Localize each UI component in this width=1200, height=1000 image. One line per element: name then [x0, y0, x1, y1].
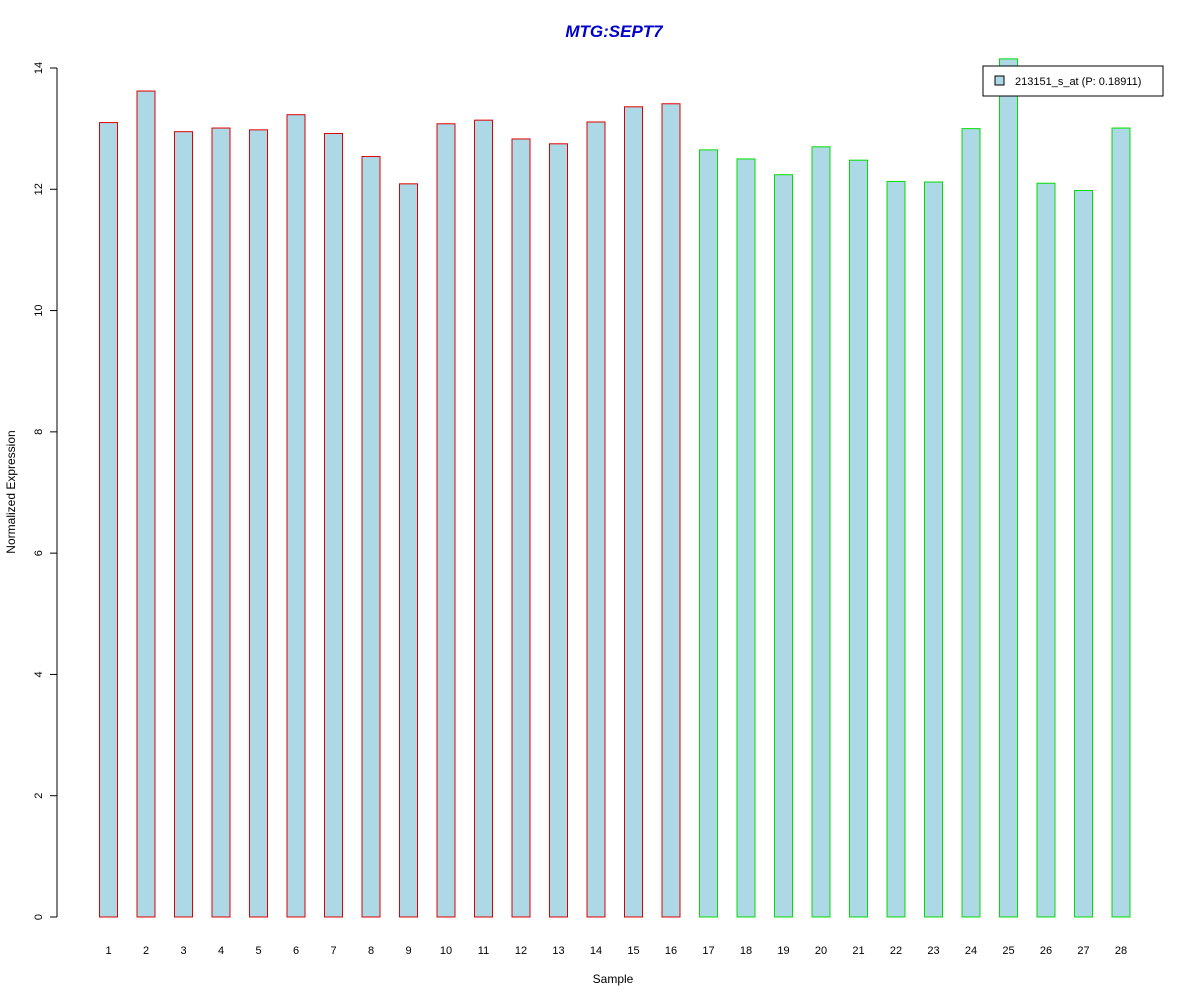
x-tick-label: 5 — [255, 945, 261, 957]
x-tick-label: 10 — [440, 945, 452, 957]
bar-sample-22 — [886, 180, 906, 918]
legend-box — [982, 65, 1164, 97]
bar-sample-25 — [999, 58, 1018, 918]
y-tick-label: 12 — [33, 183, 45, 195]
x-tick-label: 7 — [330, 945, 336, 957]
y-tick-label: 10 — [33, 304, 45, 316]
bar-sample-10 — [436, 123, 456, 918]
bar-sample-24 — [961, 128, 981, 918]
legend-swatch — [994, 75, 1005, 86]
x-axis-label: Sample — [593, 972, 634, 986]
x-tick-label: 25 — [1002, 945, 1014, 957]
x-tick-label: 20 — [815, 945, 827, 957]
bar-sample-11 — [474, 119, 493, 918]
y-axis-label: Normalized Expression — [4, 430, 18, 553]
y-tick-label: 6 — [33, 550, 45, 556]
bar-sample-8 — [361, 156, 381, 918]
bar-sample-1 — [99, 122, 118, 918]
x-tick-label: 11 — [478, 945, 489, 957]
bar-sample-17 — [699, 149, 718, 918]
bar-sample-26 — [1036, 182, 1056, 918]
y-tick-label: 2 — [33, 793, 45, 799]
chart-title: MTG:SEPT7 — [565, 22, 664, 41]
bar-sample-27 — [1074, 189, 1093, 918]
y-tick-label: 14 — [33, 62, 45, 74]
x-tick-label: 27 — [1077, 945, 1089, 957]
x-tick-label: 24 — [965, 945, 977, 957]
legend: 213151_s_at (P: 0.18911) — [982, 65, 1164, 97]
bar-sample-23 — [924, 181, 943, 918]
bar-sample-13 — [549, 143, 568, 918]
x-tick-labels: 1 2 3 4 5 6 7 8 9 10 11 12 13 14 15 16 17 18 19 20 21 22 23 24 2… — [105, 945, 1127, 957]
bar-sample-18 — [736, 158, 756, 918]
x-tick-label: 12 — [515, 945, 527, 957]
x-tick-label: 2 — [143, 945, 149, 957]
bar-sample-15 — [624, 106, 643, 918]
x-tick-label: 22 — [890, 945, 902, 957]
x-tick-label: 14 — [590, 945, 602, 957]
bar-sample-12 — [511, 138, 531, 918]
y-axis: 0 2 4 6 8 10 12 14 — [33, 62, 58, 920]
bar-sample-14 — [586, 121, 606, 918]
bar-sample-19 — [774, 174, 793, 918]
bar-sample-6 — [286, 114, 306, 918]
bar-sample-3 — [174, 131, 193, 918]
y-tick-label: 0 — [33, 914, 45, 920]
bar-sample-16 — [661, 103, 681, 918]
x-tick-label: 1 — [105, 945, 111, 957]
bar-sample-20 — [811, 146, 831, 918]
bar-sample-5 — [249, 129, 268, 918]
bar-sample-7 — [324, 132, 343, 918]
x-tick-label: 28 — [1115, 945, 1127, 957]
bar-sample-9 — [399, 183, 418, 918]
bar-sample-4 — [211, 127, 231, 918]
bar-sample-21 — [849, 159, 868, 918]
legend-label: 213151_s_at (P: 0.18911) — [1015, 76, 1141, 88]
x-tick-label: 8 — [368, 945, 374, 957]
x-tick-label: 3 — [180, 945, 186, 957]
x-tick-label: 16 — [665, 945, 677, 957]
bars — [99, 58, 1131, 918]
x-tick-label: 9 — [405, 945, 411, 957]
x-tick-label: 15 — [627, 945, 639, 957]
x-tick-label: 6 — [293, 945, 299, 957]
y-tick-label: 8 — [33, 429, 45, 435]
x-tick-label: 13 — [552, 945, 564, 957]
x-tick-label: 23 — [927, 945, 939, 957]
x-tick-label: 18 — [740, 945, 752, 957]
bar-sample-28 — [1111, 127, 1131, 918]
x-tick-label: 19 — [777, 945, 789, 957]
y-tick-label: 4 — [33, 671, 45, 677]
x-tick-label: 21 — [852, 945, 864, 957]
x-tick-label: 4 — [218, 945, 224, 957]
x-tick-label: 26 — [1040, 945, 1052, 957]
x-tick-label: 17 — [702, 945, 714, 957]
bar-sample-2 — [136, 90, 156, 918]
